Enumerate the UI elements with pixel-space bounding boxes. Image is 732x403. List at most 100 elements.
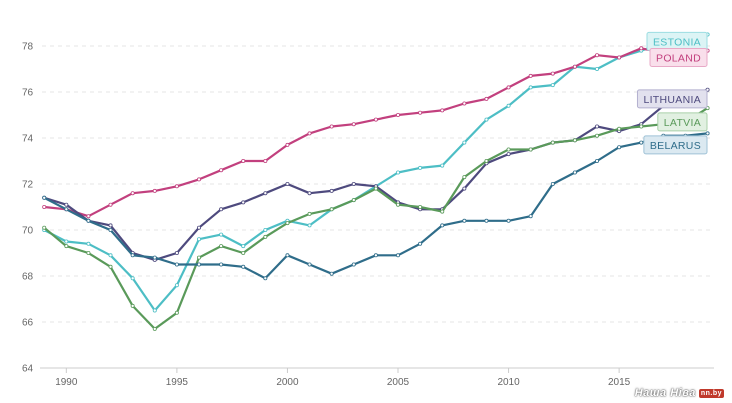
data-point	[595, 67, 600, 72]
data-point	[152, 255, 157, 260]
data-point	[550, 83, 555, 88]
legend-label: BELARUS	[650, 140, 701, 152]
data-point	[241, 244, 246, 249]
data-point	[241, 264, 246, 269]
data-point	[64, 207, 69, 212]
data-point	[572, 138, 577, 143]
data-point	[152, 308, 157, 313]
series-lithuania	[42, 87, 710, 262]
data-point	[506, 152, 511, 157]
legend-label: LATVIA	[664, 117, 701, 129]
data-point	[219, 262, 224, 267]
data-point	[351, 262, 356, 267]
legend-item-latvia: LATVIA	[657, 112, 708, 132]
data-point	[440, 223, 445, 228]
data-point	[219, 168, 224, 173]
data-point	[440, 163, 445, 168]
watermark-logo: Наша Ніва nn.by	[635, 385, 724, 401]
data-point	[639, 46, 644, 51]
data-point	[174, 250, 179, 255]
data-point	[285, 221, 290, 226]
data-point	[174, 310, 179, 315]
y-tick-label: 74	[22, 134, 34, 145]
series-latvia	[42, 106, 710, 331]
data-point	[152, 188, 157, 193]
data-point	[396, 202, 401, 207]
data-point	[595, 133, 600, 138]
data-point	[174, 184, 179, 189]
data-point	[196, 237, 201, 242]
data-point	[130, 191, 135, 196]
data-point	[64, 239, 69, 244]
legend-label: ESTONIA	[653, 36, 701, 48]
data-point	[617, 55, 622, 60]
data-point	[550, 140, 555, 145]
data-point	[462, 101, 467, 106]
series-line	[43, 33, 708, 312]
data-point	[351, 181, 356, 186]
data-point	[108, 253, 113, 258]
grid-lines	[42, 45, 712, 369]
data-point	[418, 204, 423, 209]
data-point	[595, 124, 600, 129]
data-point	[174, 283, 179, 288]
data-point	[241, 158, 246, 163]
data-point	[130, 303, 135, 308]
data-point	[263, 191, 268, 196]
x-tick-label: 2015	[608, 377, 631, 388]
data-point	[86, 214, 91, 219]
data-point	[219, 207, 224, 212]
data-point	[418, 165, 423, 170]
y-tick-label: 70	[22, 226, 34, 237]
data-point	[64, 202, 69, 207]
legend-item-lithuania: LITHUANIA	[636, 89, 708, 109]
data-point	[241, 250, 246, 255]
data-point	[196, 177, 201, 182]
data-point	[396, 113, 401, 118]
data-point	[307, 223, 312, 228]
data-point	[329, 124, 334, 129]
data-point	[462, 186, 467, 191]
data-point	[484, 218, 489, 223]
y-tick-label: 76	[22, 88, 34, 99]
series-lines	[42, 32, 710, 331]
series-estonia	[42, 32, 710, 313]
x-tick-label: 2005	[387, 377, 410, 388]
data-point	[329, 207, 334, 212]
legend-box	[643, 135, 708, 155]
x-tick-label: 2000	[276, 377, 299, 388]
data-point	[42, 195, 47, 200]
data-point	[484, 117, 489, 122]
data-point	[351, 122, 356, 127]
data-point	[241, 200, 246, 205]
data-point	[42, 204, 47, 209]
y-tick-label: 64	[22, 364, 34, 375]
data-point	[219, 232, 224, 237]
data-point	[196, 225, 201, 230]
data-point	[86, 241, 91, 246]
legend-box	[657, 112, 708, 132]
x-tick-label: 2010	[497, 377, 520, 388]
data-point	[506, 218, 511, 223]
data-point	[595, 158, 600, 163]
data-point	[484, 96, 489, 101]
data-point	[639, 124, 644, 129]
data-point	[130, 276, 135, 281]
data-point	[617, 126, 622, 131]
data-point	[285, 253, 290, 258]
data-point	[528, 73, 533, 78]
data-point	[174, 262, 179, 267]
legend-label: POLAND	[656, 53, 701, 65]
data-point	[86, 250, 91, 255]
data-point	[42, 225, 47, 230]
data-point	[285, 181, 290, 186]
data-point	[108, 202, 113, 207]
legend-box	[649, 48, 708, 67]
watermark-text: Наша Ніва	[634, 387, 696, 399]
data-point	[440, 209, 445, 214]
data-point	[550, 71, 555, 76]
data-point	[263, 227, 268, 232]
data-point	[506, 147, 511, 152]
y-tick-label: 68	[22, 272, 34, 283]
